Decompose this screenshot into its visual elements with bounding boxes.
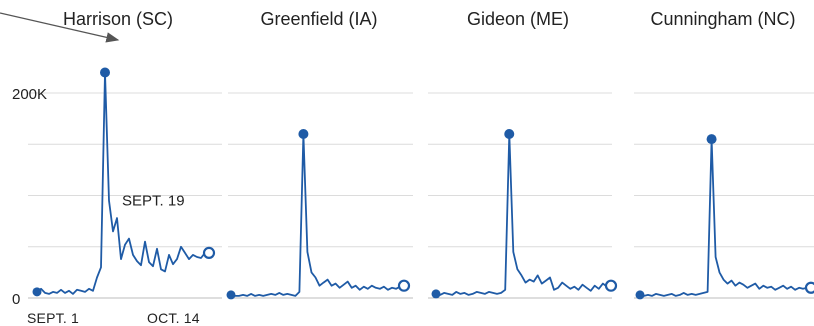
panel-title: Greenfield (IA)	[260, 9, 377, 29]
start-point	[226, 290, 236, 300]
end-point	[804, 281, 814, 294]
series-line	[230, 133, 405, 297]
start-point	[431, 289, 441, 299]
series-line	[435, 133, 612, 296]
chart-panel: Cunningham (NC)	[634, 9, 814, 300]
end-point	[202, 246, 216, 259]
peak-point	[298, 129, 309, 139]
x-axis-label-end: OCT. 14	[147, 310, 200, 326]
chart-panel: Harrison (SC) 0 200K SEPT. 19 SEPT. 1 OCT. 14	[12, 9, 222, 326]
chart-panel: Greenfield (IA)	[226, 9, 413, 300]
panel-title: Harrison (SC)	[63, 9, 173, 29]
end-point	[604, 279, 618, 292]
end-point	[397, 279, 411, 292]
panel-title: Cunningham (NC)	[650, 9, 795, 29]
peak-point	[100, 67, 110, 78]
y-tick-label: 200K	[12, 86, 47, 103]
annotation-label: SEPT. 19	[122, 193, 185, 210]
panel-title: Gideon (ME)	[467, 9, 569, 29]
y-tick-label: 0	[12, 291, 20, 308]
start-point	[32, 287, 42, 297]
chart-panel: Gideon (ME)	[428, 9, 618, 299]
start-point	[635, 290, 645, 300]
peak-point	[504, 129, 515, 139]
x-axis-label-start: SEPT. 1	[27, 310, 79, 326]
series-line	[36, 71, 209, 295]
series-line	[639, 138, 811, 297]
annotation-arrow	[0, 12, 120, 43]
peak-point	[706, 134, 717, 145]
